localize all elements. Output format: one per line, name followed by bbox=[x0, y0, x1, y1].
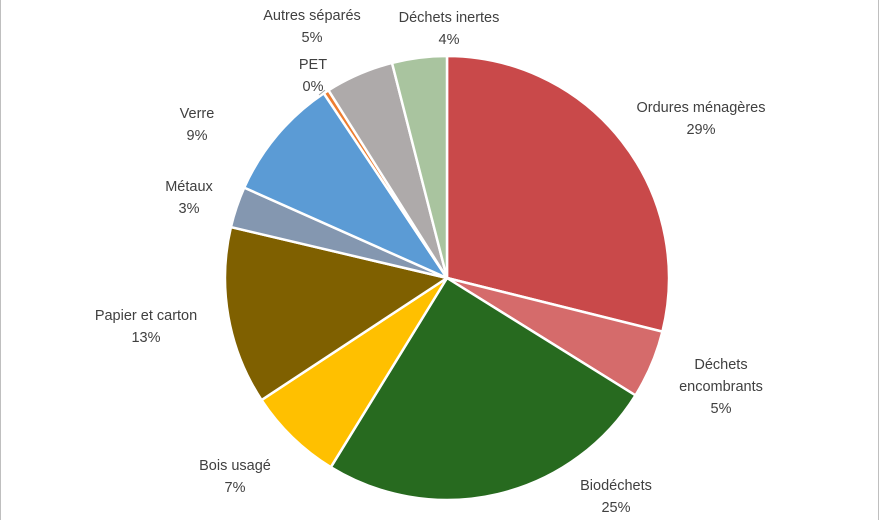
slice-category-label: Biodéchets bbox=[580, 478, 652, 494]
label-papier-et-carton: Papier et carton 13% bbox=[95, 308, 197, 346]
label-pet: PET 0% bbox=[299, 57, 327, 95]
label-metaux: Métaux 3% bbox=[165, 179, 213, 217]
slice-dechets-inertes bbox=[390, 54, 449, 279]
slice-ordures-menageres bbox=[445, 54, 671, 334]
slice-value-label: 13% bbox=[131, 330, 160, 346]
leader-lines bbox=[318, 89, 326, 96]
label-autres-separes: Autres séparés 5% bbox=[263, 8, 361, 46]
label-dechets-encombrants: Déchets encombrants 5% bbox=[679, 357, 763, 417]
slice-category-label: Ordures ménagères bbox=[637, 100, 766, 116]
slice-value-label: 9% bbox=[187, 128, 208, 144]
slice-category-label: Autres séparés bbox=[263, 8, 361, 24]
slice-category-label: PET bbox=[299, 57, 327, 73]
pie-slices bbox=[223, 54, 671, 502]
slice-category-label: Déchets bbox=[694, 357, 747, 373]
slice-labels: Ordures ménagères 29% Déchets encombrants 5%… bbox=[95, 8, 766, 516]
slice-category-label: Métaux bbox=[165, 179, 213, 195]
leader-line-pet bbox=[318, 89, 326, 96]
label-bois-usage: Bois usagé 7% bbox=[199, 458, 271, 496]
slice-biodechets bbox=[329, 276, 638, 502]
slice-value-label: 4% bbox=[439, 32, 460, 48]
slice-category-label: Déchets inertes bbox=[399, 10, 500, 26]
slice-category-label: encombrants bbox=[679, 379, 763, 395]
slice-value-label: 29% bbox=[686, 122, 715, 138]
label-verre: Verre 9% bbox=[180, 106, 215, 144]
label-dechets-inertes: Déchets inertes 4% bbox=[399, 10, 500, 48]
slice-verre bbox=[242, 91, 451, 281]
slice-value-label: 5% bbox=[711, 401, 732, 417]
slice-category-label: Verre bbox=[180, 106, 215, 122]
slice-category-label: Bois usagé bbox=[199, 458, 271, 474]
slice-papier-et-carton bbox=[223, 225, 451, 402]
slice-value-label: 3% bbox=[179, 201, 200, 217]
label-ordures-menageres: Ordures ménagères 29% bbox=[637, 100, 766, 138]
slice-value-label: 5% bbox=[302, 30, 323, 46]
slice-value-label: 0% bbox=[303, 79, 324, 95]
label-biodechets: Biodéchets 25% bbox=[580, 478, 652, 516]
slice-category-label: Papier et carton bbox=[95, 308, 197, 324]
slice-value-label: 25% bbox=[601, 500, 630, 516]
slice-value-label: 7% bbox=[225, 480, 246, 496]
